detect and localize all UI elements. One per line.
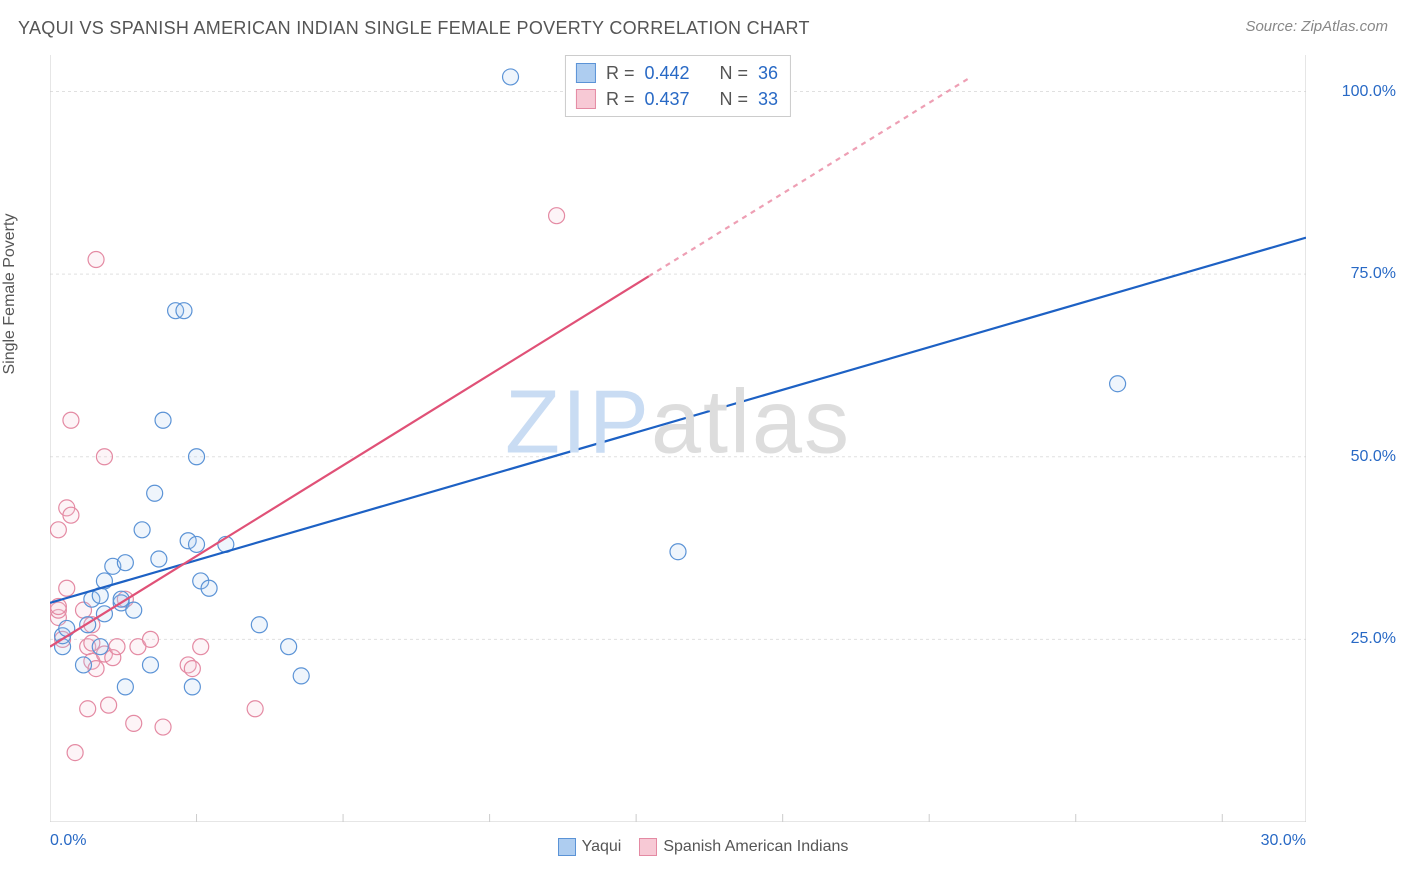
legend-item-1: Yaqui bbox=[558, 838, 622, 856]
n-value-1: 36 bbox=[758, 60, 778, 86]
r-label: R = bbox=[606, 60, 635, 86]
r-value-2: 0.437 bbox=[644, 86, 689, 112]
swatch-icon bbox=[558, 838, 576, 856]
r-label: R = bbox=[606, 86, 635, 112]
source-label: Source: ZipAtlas.com bbox=[1245, 18, 1388, 35]
stat-row-2: R = 0.437 N = 33 bbox=[576, 86, 778, 112]
y-tick-label: 100.0% bbox=[1342, 83, 1396, 101]
y-tick-labels: 25.0% 50.0% 75.0% 100.0% bbox=[1316, 55, 1396, 822]
scatter-chart bbox=[50, 55, 1306, 822]
n-value-2: 33 bbox=[758, 86, 778, 112]
legend-label-2: Spanish American Indians bbox=[663, 838, 848, 856]
legend-label-1: Yaqui bbox=[582, 838, 622, 856]
n-label: N = bbox=[720, 60, 749, 86]
y-tick-label: 75.0% bbox=[1351, 265, 1396, 283]
y-tick-label: 25.0% bbox=[1351, 630, 1396, 648]
r-value-1: 0.442 bbox=[644, 60, 689, 86]
chart-title: YAQUI VS SPANISH AMERICAN INDIAN SINGLE … bbox=[18, 18, 810, 39]
bottom-legend: Yaqui Spanish American Indians bbox=[0, 838, 1406, 856]
stat-row-1: R = 0.442 N = 36 bbox=[576, 60, 778, 86]
n-label: N = bbox=[720, 86, 749, 112]
swatch-icon bbox=[639, 838, 657, 856]
swatch-icon bbox=[576, 63, 596, 83]
chart-container: ZIPatlas R = 0.442 N = 36 R = 0.437 N = … bbox=[50, 55, 1306, 822]
swatch-icon bbox=[576, 89, 596, 109]
legend-item-2: Spanish American Indians bbox=[639, 838, 848, 856]
y-axis-label: Single Female Poverty bbox=[1, 214, 19, 375]
y-tick-label: 50.0% bbox=[1351, 448, 1396, 466]
chart-header: YAQUI VS SPANISH AMERICAN INDIAN SINGLE … bbox=[18, 18, 1388, 39]
correlation-stat-box: R = 0.442 N = 36 R = 0.437 N = 33 bbox=[565, 55, 791, 117]
